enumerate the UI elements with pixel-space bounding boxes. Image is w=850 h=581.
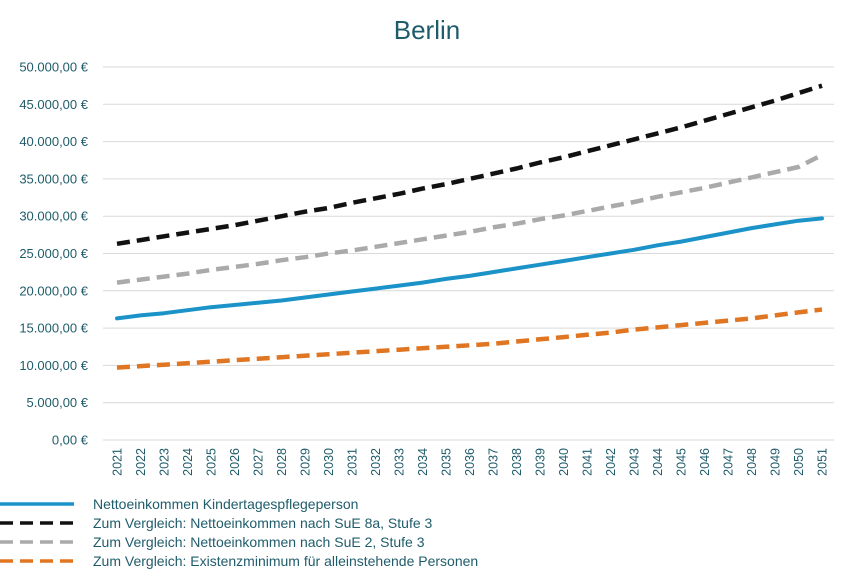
x-tick-label: 2026 xyxy=(228,448,242,476)
x-tick-label: 2041 xyxy=(581,448,595,476)
y-tick-label: 30.000,00 € xyxy=(19,209,88,224)
y-tick-label: 25.000,00 € xyxy=(19,246,88,261)
y-tick-label: 50.000,00 € xyxy=(19,60,88,75)
x-axis-tick-labels: 2021 2022 2023 2024 2025 2026 2027 2028 2029 2030… xyxy=(111,448,830,476)
legend-label: Zum Vergleich: Existenzminimum für allei… xyxy=(93,553,478,569)
x-tick-label: 2031 xyxy=(346,448,360,476)
x-tick-label: 2046 xyxy=(698,448,712,476)
x-tick-label: 2044 xyxy=(651,448,665,476)
x-tick-label: 2043 xyxy=(628,448,642,476)
x-tick-label: 2024 xyxy=(181,448,195,476)
x-tick-label: 2036 xyxy=(463,448,477,476)
x-tick-label: 2042 xyxy=(604,448,618,476)
series-line-3 xyxy=(116,152,824,285)
y-tick-label: 15.000,00 € xyxy=(19,321,88,336)
x-tick-label: 2034 xyxy=(416,448,430,476)
y-tick-label: 20.000,00 € xyxy=(19,283,88,298)
x-tick-label: 2030 xyxy=(322,448,336,476)
x-tick-label: 2032 xyxy=(369,448,383,476)
x-tick-label: 2050 xyxy=(792,448,806,476)
x-tick-label: 2035 xyxy=(440,448,454,476)
x-tick-label: 2027 xyxy=(252,448,266,476)
series-line-2 xyxy=(116,83,823,247)
x-tick-label: 2029 xyxy=(299,448,313,476)
x-tick-label: 2023 xyxy=(158,448,172,476)
y-tick-label: 0,00 € xyxy=(52,433,89,448)
x-tick-label: 2038 xyxy=(510,448,524,476)
gridlines xyxy=(103,66,834,441)
series-lines xyxy=(115,83,824,370)
x-tick-label: 2049 xyxy=(769,448,783,476)
x-tick-label: 2045 xyxy=(675,448,689,476)
y-tick-label: 45.000,00 € xyxy=(19,97,88,112)
series-line-4 xyxy=(116,307,823,370)
x-tick-label: 2028 xyxy=(275,448,289,476)
legend: Nettoeinkommen Kindertagespflegeperson Zu… xyxy=(0,496,478,569)
y-tick-label: 35.000,00 € xyxy=(19,171,88,186)
series-line-1 xyxy=(115,216,824,321)
x-tick-label: 2033 xyxy=(393,448,407,476)
x-tick-label: 2048 xyxy=(745,448,759,476)
legend-label: Nettoeinkommen Kindertagespflegeperson xyxy=(93,496,358,512)
y-tick-label: 10.000,00 € xyxy=(19,358,88,373)
x-tick-label: 2022 xyxy=(134,448,148,476)
x-tick-label: 2039 xyxy=(534,448,548,476)
chart-title: Berlin xyxy=(394,15,460,45)
legend-label: Zum Vergleich: Nettoeinkommen nach SuE 2… xyxy=(93,534,425,550)
x-tick-label: 2037 xyxy=(487,448,501,476)
y-tick-label: 5.000,00 € xyxy=(27,395,89,410)
legend-label: Zum Vergleich: Nettoeinkommen nach SuE 8… xyxy=(93,515,433,531)
x-tick-label: 2051 xyxy=(816,448,830,476)
x-tick-label: 2025 xyxy=(205,448,219,476)
x-tick-label: 2021 xyxy=(111,448,125,476)
x-tick-label: 2040 xyxy=(557,448,571,476)
y-axis-tick-labels: 0,00 € 5.000,00 € 10.000,00 € 15.000,00 € 20… xyxy=(19,60,88,448)
x-tick-label: 2047 xyxy=(722,448,736,476)
y-tick-label: 40.000,00 € xyxy=(19,134,88,149)
